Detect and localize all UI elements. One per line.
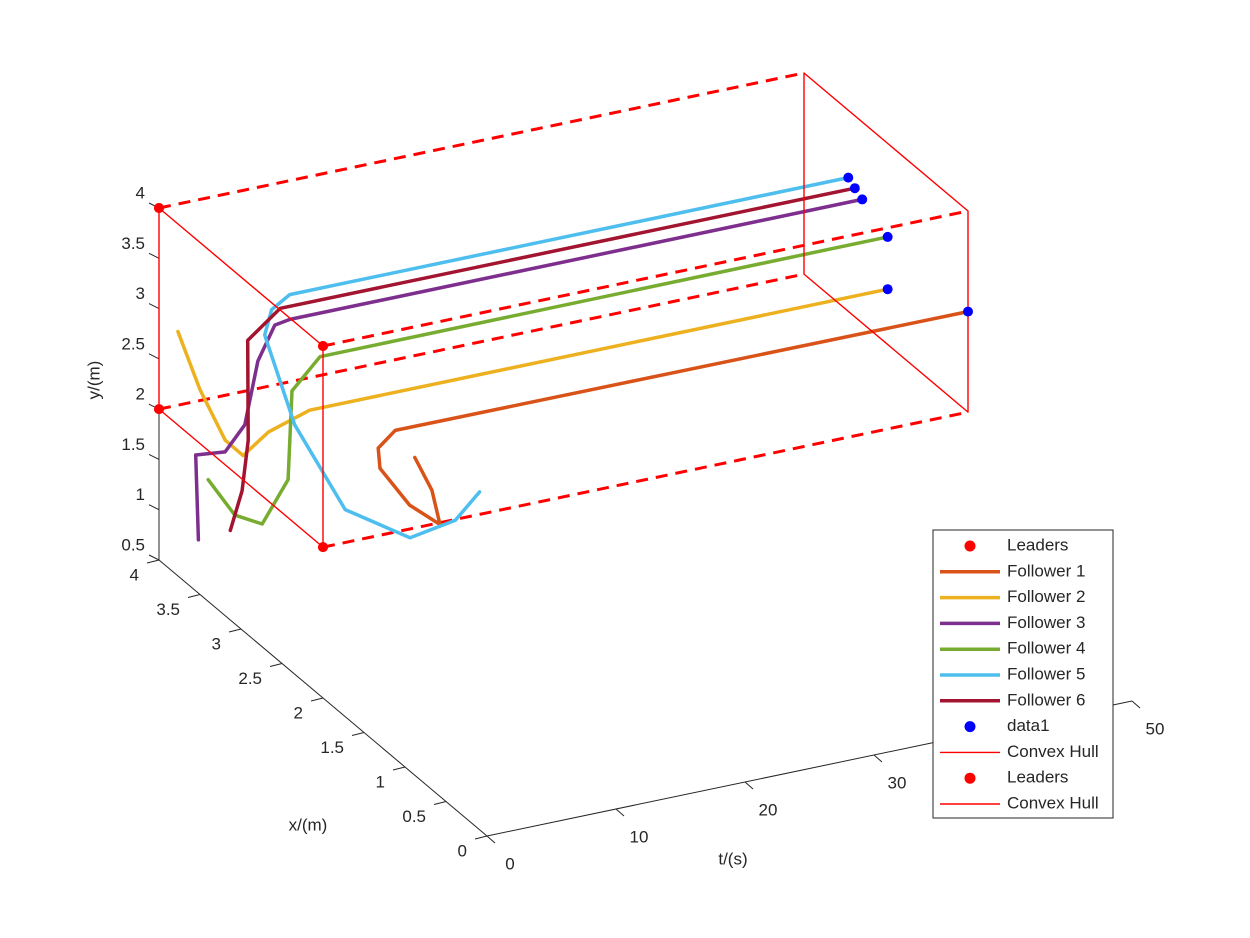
legend-label: data1 xyxy=(1007,716,1050,735)
marker xyxy=(318,341,328,351)
t-tick xyxy=(486,835,496,844)
marker xyxy=(154,404,164,415)
t-tick-label: 10 xyxy=(630,827,649,846)
x-tick-label: 1.5 xyxy=(320,738,344,757)
y-tick-label: 3.5 xyxy=(121,234,145,253)
t-tick xyxy=(615,808,625,817)
legend-label: Follower 5 xyxy=(1007,664,1085,683)
legend-label: Follower 4 xyxy=(1007,639,1085,658)
marker xyxy=(849,183,860,194)
t-tick-label: 0 xyxy=(505,854,514,873)
hull-edge xyxy=(158,272,805,411)
y-tick xyxy=(148,353,160,360)
legend-label: Convex Hull xyxy=(1007,742,1099,761)
x-tick-label: 2 xyxy=(294,703,303,722)
x-axis-label: x/(m) xyxy=(289,815,328,834)
y-tick xyxy=(148,303,160,310)
x-tick-label: 3 xyxy=(212,634,221,653)
legend-label: Leaders xyxy=(1007,535,1068,554)
legend-marker xyxy=(964,540,976,552)
t-tick-label: 30 xyxy=(888,773,907,792)
x-tick-label: 0 xyxy=(458,841,467,860)
marker xyxy=(882,231,893,242)
legend-label: Follower 3 xyxy=(1007,613,1085,632)
legend-label: Follower 6 xyxy=(1007,690,1085,709)
x-tick xyxy=(187,594,201,598)
y-tick xyxy=(148,252,160,259)
t-axis-label: t/(s) xyxy=(718,849,747,868)
y-tick-label: 2 xyxy=(136,385,145,404)
legend-marker xyxy=(964,772,976,784)
marker xyxy=(963,306,973,317)
x-tick-label: 2.5 xyxy=(238,669,262,688)
x-tick xyxy=(392,766,406,771)
legend-label: Follower 2 xyxy=(1007,587,1085,606)
y-tick-label: 1.5 xyxy=(121,435,145,454)
y-tick xyxy=(148,453,160,460)
hull-edge xyxy=(322,209,969,348)
y-tick-label: 3 xyxy=(136,284,145,303)
hull-edge xyxy=(322,410,969,549)
x-tick-label: 1 xyxy=(376,772,385,791)
marker xyxy=(318,542,328,553)
trajectory xyxy=(193,197,864,542)
y-axis-label: y/(m) xyxy=(84,361,103,400)
marker xyxy=(857,194,868,205)
x-tick xyxy=(269,663,283,667)
y-tick-label: 1 xyxy=(136,485,145,504)
marker xyxy=(154,203,164,213)
hull-edge xyxy=(158,71,805,210)
x-tick-label: 4 xyxy=(130,565,139,584)
x-tick xyxy=(433,801,447,805)
trajectory xyxy=(376,309,970,527)
x-tick xyxy=(474,835,488,840)
y-tick xyxy=(148,554,160,561)
marker xyxy=(882,284,893,295)
t-tick-label: 20 xyxy=(759,800,778,819)
x-tick xyxy=(351,732,365,736)
plot-area xyxy=(154,71,973,553)
legend: Leaders Follower 1 Follower 2 Follower 3 Fol… xyxy=(932,529,1114,819)
x-tick-label: 3.5 xyxy=(156,600,180,619)
trajectory xyxy=(228,186,857,533)
x-tick xyxy=(310,697,324,702)
x-tick xyxy=(146,559,160,564)
y-tick-label: 0.5 xyxy=(121,535,145,554)
legend-marker xyxy=(964,721,976,733)
t-tick xyxy=(873,754,883,763)
t-tick xyxy=(744,781,754,790)
legend-label: Follower 1 xyxy=(1007,561,1085,580)
x-tick xyxy=(228,628,242,633)
y-tick-label: 4 xyxy=(136,183,145,202)
y-tick xyxy=(148,504,160,511)
trajectory xyxy=(176,287,890,458)
x-tick-label: 0.5 xyxy=(402,807,426,826)
trajectory xyxy=(262,175,851,540)
legend-label: Leaders xyxy=(1007,768,1068,787)
t-tick-label: 50 xyxy=(1146,719,1165,738)
hull-outline xyxy=(803,72,969,413)
t-tick xyxy=(1131,700,1141,709)
legend-label: Convex Hull xyxy=(1007,793,1099,812)
y-tick-label: 2.5 xyxy=(121,334,145,353)
marker xyxy=(843,172,854,183)
